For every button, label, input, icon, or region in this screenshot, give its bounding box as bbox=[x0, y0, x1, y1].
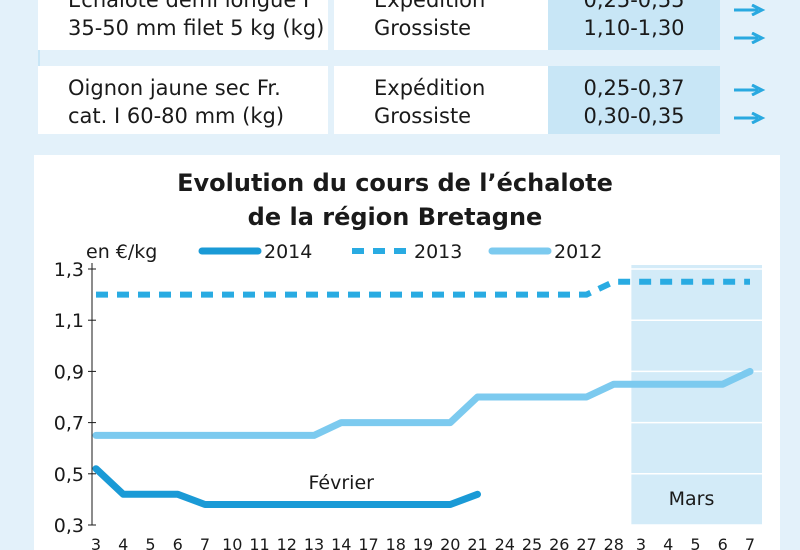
price-row-shallot: Échalote demi longue I 35-50 mm filet 5 … bbox=[38, 0, 780, 50]
x-tick-label: 14 bbox=[331, 535, 351, 550]
type-label: Expédition bbox=[374, 76, 486, 100]
x-tick-label: 11 bbox=[249, 535, 269, 550]
y-axis: 0,3 0,5 0,7 0,9 1,1 1,3 bbox=[54, 259, 84, 537]
region-label-fevrier: Février bbox=[309, 472, 375, 494]
type-label: Grossiste bbox=[374, 16, 472, 40]
product-line-2: 35-50 mm filet 5 kg (kg) bbox=[68, 16, 325, 40]
product-line-2: cat. I 60-80 mm (kg) bbox=[68, 104, 285, 128]
series-line-2012 bbox=[92, 367, 754, 439]
x-tick-label: 3 bbox=[636, 535, 646, 550]
legend-label-2012: 2012 bbox=[554, 241, 602, 263]
x-tick-label: 24 bbox=[495, 535, 515, 550]
x-tick-label: 25 bbox=[522, 535, 542, 550]
x-tick-label: 7 bbox=[200, 535, 210, 550]
x-tick-label: 18 bbox=[386, 535, 406, 550]
price-evolution-chart: Evolution du cours de l’échalote de la r… bbox=[34, 155, 780, 550]
x-tick-label: 3 bbox=[91, 535, 101, 550]
type-label: Expédition bbox=[374, 0, 486, 12]
arrow-right-icon bbox=[734, 4, 766, 16]
x-tick-label: 19 bbox=[413, 535, 433, 550]
legend-label-2014: 2014 bbox=[264, 241, 312, 263]
region-label-mars: Mars bbox=[669, 488, 715, 510]
x-tick-label: 26 bbox=[549, 535, 569, 550]
product-line-1: Oignon jaune sec Fr. bbox=[68, 76, 281, 100]
series-line-2013 bbox=[96, 278, 750, 298]
x-tick-label: 5 bbox=[145, 535, 155, 550]
y-tick-label: 1,1 bbox=[54, 310, 84, 332]
x-tick-label: 10 bbox=[222, 535, 242, 550]
y-tick-label: 0,3 bbox=[54, 515, 84, 537]
x-axis: 3 4 5 6 7 10 11 12 13 14 17 18 19 20 21 24 25 26 27 28 3 4 5 6 7 bbox=[91, 535, 755, 550]
series-line-2014 bbox=[92, 465, 481, 508]
arrow-right-icon bbox=[734, 32, 766, 44]
month-labels: Février Mars bbox=[309, 472, 715, 510]
y-tick-label: 0,7 bbox=[54, 413, 84, 435]
product-cell: Oignon jaune sec Fr. cat. I 60-80 mm (kg… bbox=[38, 66, 328, 134]
price-value: 0,25-0,37 bbox=[583, 76, 685, 100]
x-tick-label: 28 bbox=[604, 535, 624, 550]
legend-label-2013: 2013 bbox=[414, 241, 462, 263]
trend-cell bbox=[722, 66, 780, 134]
x-tick-label: 17 bbox=[358, 535, 378, 550]
chart-title-line-1: Evolution du cours de l’échalote bbox=[177, 169, 613, 197]
x-tick-label: 21 bbox=[467, 535, 487, 550]
chart-title-line-2: de la région Bretagne bbox=[248, 203, 543, 231]
x-tick-label: 20 bbox=[440, 535, 460, 550]
march-band bbox=[631, 265, 762, 525]
type-cell: Expédition Grossiste bbox=[334, 66, 586, 134]
price-cell: 0,25-0,55 1,10-1,30 bbox=[548, 0, 720, 50]
arrow-right-icon bbox=[734, 112, 766, 124]
trend-cell bbox=[722, 0, 780, 50]
x-tick-label: 7 bbox=[745, 535, 755, 550]
x-tick-label: 5 bbox=[690, 535, 700, 550]
y-tick-label: 0,5 bbox=[54, 464, 84, 486]
type-label: Grossiste bbox=[374, 104, 472, 128]
price-value: 0,25-0,55 bbox=[583, 0, 685, 12]
x-tick-label: 4 bbox=[118, 535, 128, 550]
product-cell: Échalote demi longue I 35-50 mm filet 5 … bbox=[38, 0, 328, 50]
x-tick-label: 6 bbox=[173, 535, 183, 550]
price-value: 1,10-1,30 bbox=[583, 16, 685, 40]
y-axis-label: en €/kg bbox=[86, 241, 157, 263]
type-cell: Expédition Grossiste bbox=[334, 0, 586, 50]
price-table: Échalote demi longue I 35-50 mm filet 5 … bbox=[38, 0, 780, 134]
x-tick-label: 12 bbox=[277, 535, 297, 550]
product-line-1: Échalote demi longue I bbox=[68, 0, 310, 12]
price-row-onion: Oignon jaune sec Fr. cat. I 60-80 mm (kg… bbox=[38, 66, 780, 134]
series-lines bbox=[92, 278, 754, 508]
y-tick-label: 0,9 bbox=[54, 361, 84, 383]
x-tick-label: 27 bbox=[576, 535, 596, 550]
price-cell: 0,25-0,37 0,30-0,35 bbox=[548, 66, 720, 134]
x-tick-label: 13 bbox=[304, 535, 324, 550]
x-tick-label: 6 bbox=[718, 535, 728, 550]
legend: 2014 2013 2012 bbox=[198, 241, 602, 263]
x-tick-label: 4 bbox=[663, 535, 673, 550]
y-tick-label: 1,3 bbox=[54, 259, 84, 281]
price-value: 0,30-0,35 bbox=[583, 104, 685, 128]
arrow-right-icon bbox=[734, 84, 766, 96]
